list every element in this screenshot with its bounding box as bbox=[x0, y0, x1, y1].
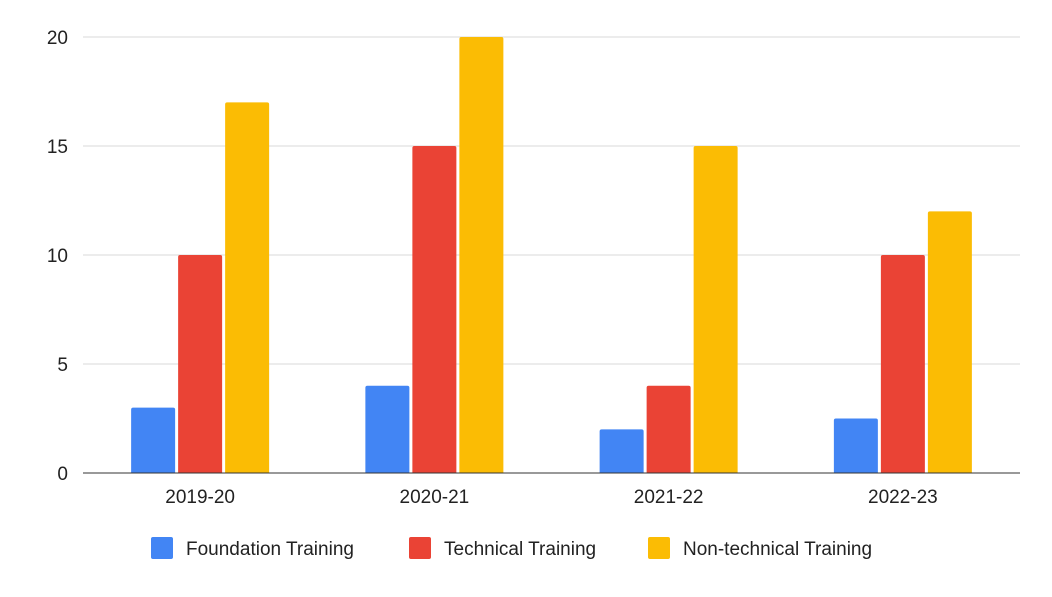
y-axis-ticks: 0 5 10 15 20 bbox=[47, 28, 68, 485]
x-tick-label: 2020-21 bbox=[400, 487, 470, 508]
bars bbox=[131, 37, 972, 474]
x-tick-label: 2019-20 bbox=[165, 487, 235, 508]
bar-technical-training-2020-21 bbox=[412, 146, 457, 473]
y-tick-label: 0 bbox=[57, 464, 68, 485]
bar-foundation-training-2022-23 bbox=[833, 418, 878, 473]
x-tick-label: 2021-22 bbox=[634, 487, 704, 508]
legend-swatch bbox=[151, 537, 173, 559]
y-tick-label: 15 bbox=[47, 137, 68, 158]
bar-non-technical-training-2021-22 bbox=[693, 146, 738, 473]
bar-foundation-training-2020-21 bbox=[365, 385, 410, 473]
y-tick-label: 5 bbox=[57, 355, 68, 376]
bar-foundation-training-2019-20 bbox=[131, 407, 176, 473]
bar-technical-training-2022-23 bbox=[880, 255, 925, 473]
legend: Foundation Training Technical Training Non… bbox=[151, 537, 872, 560]
bar-technical-training-2019-20 bbox=[178, 255, 223, 473]
bar-technical-training-2021-22 bbox=[646, 385, 691, 473]
legend-swatch bbox=[409, 537, 431, 559]
gridlines bbox=[83, 36, 1020, 365]
legend-label: Technical Training bbox=[444, 539, 596, 560]
legend-label: Foundation Training bbox=[186, 539, 354, 560]
legend-swatch bbox=[648, 537, 670, 559]
legend-label: Non-technical Training bbox=[683, 539, 872, 560]
y-tick-label: 20 bbox=[47, 28, 68, 49]
bar-non-technical-training-2019-20 bbox=[225, 102, 270, 474]
bar-non-technical-training-2022-23 bbox=[927, 211, 972, 473]
bar-foundation-training-2021-22 bbox=[599, 429, 644, 473]
x-axis-ticks: 2019-20 2020-21 2021-22 2022-23 bbox=[165, 487, 937, 508]
bar-non-technical-training-2020-21 bbox=[459, 37, 504, 473]
x-tick-label: 2022-23 bbox=[868, 487, 938, 508]
y-tick-label: 10 bbox=[47, 246, 68, 267]
